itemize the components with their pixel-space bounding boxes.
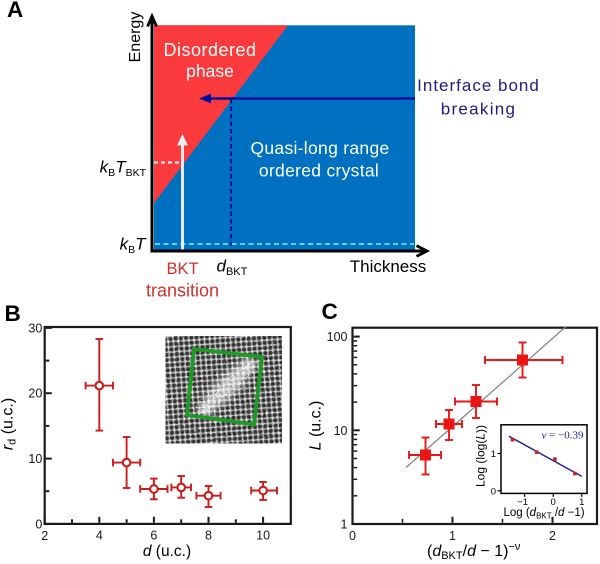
svg-text:Energy: Energy (127, 12, 144, 63)
svg-text:0: 0 (551, 497, 556, 508)
svg-text:rd (u.c.): rd (u.c.) (0, 398, 19, 450)
svg-text:kBT: kBT (120, 235, 148, 257)
svg-text:2: 2 (549, 529, 556, 543)
svg-text:Disordered: Disordered (163, 40, 256, 60)
svg-text:A: A (7, 0, 23, 22)
svg-text:Quasi-long range: Quasi-long range (250, 138, 389, 158)
svg-text:L (u.c.): L (u.c.) (308, 401, 325, 451)
svg-text:0: 0 (349, 529, 356, 543)
svg-text:ν = −0.39: ν = −0.39 (541, 430, 584, 442)
svg-text:1: 1 (491, 449, 496, 460)
svg-text:2: 2 (41, 529, 48, 543)
svg-text:10: 10 (256, 529, 270, 543)
svg-text:1: 1 (449, 529, 456, 543)
svg-text:dBKT: dBKT (217, 257, 248, 279)
svg-text:Interface bond: Interface bond (417, 76, 540, 95)
svg-text:1: 1 (341, 518, 348, 532)
svg-text:Log (log(L)): Log (log(L)) (474, 425, 488, 487)
svg-text:1: 1 (579, 497, 584, 508)
svg-text:100: 100 (327, 330, 348, 344)
svg-text:BKT: BKT (166, 260, 198, 278)
svg-text:kBTBKT: kBTBKT (100, 158, 147, 180)
svg-text:C: C (322, 299, 338, 324)
svg-text:20: 20 (28, 387, 42, 401)
svg-text:Thickness: Thickness (350, 257, 427, 276)
svg-text:B: B (5, 301, 21, 326)
svg-text:phase: phase (186, 61, 234, 81)
svg-text:transition: transition (146, 281, 219, 301)
svg-text:10: 10 (334, 424, 348, 438)
svg-text:4: 4 (96, 529, 103, 543)
svg-text:8: 8 (205, 529, 212, 543)
svg-text:0: 0 (491, 486, 496, 497)
svg-text:Log (dBKT /d −1): Log (dBKT /d −1) (503, 507, 584, 521)
svg-text:6: 6 (150, 529, 157, 543)
svg-text:(dBKT/d − 1)−ν: (dBKT/d − 1)−ν (427, 541, 521, 562)
svg-text:ordered crystal: ordered crystal (259, 161, 379, 181)
svg-text:30: 30 (28, 321, 42, 335)
svg-text:d (u.c.): d (u.c.) (143, 543, 191, 560)
svg-text:breaking: breaking (441, 99, 517, 118)
svg-text:10: 10 (28, 452, 42, 466)
svg-text:−1: −1 (517, 497, 528, 508)
svg-text:0: 0 (35, 517, 42, 531)
